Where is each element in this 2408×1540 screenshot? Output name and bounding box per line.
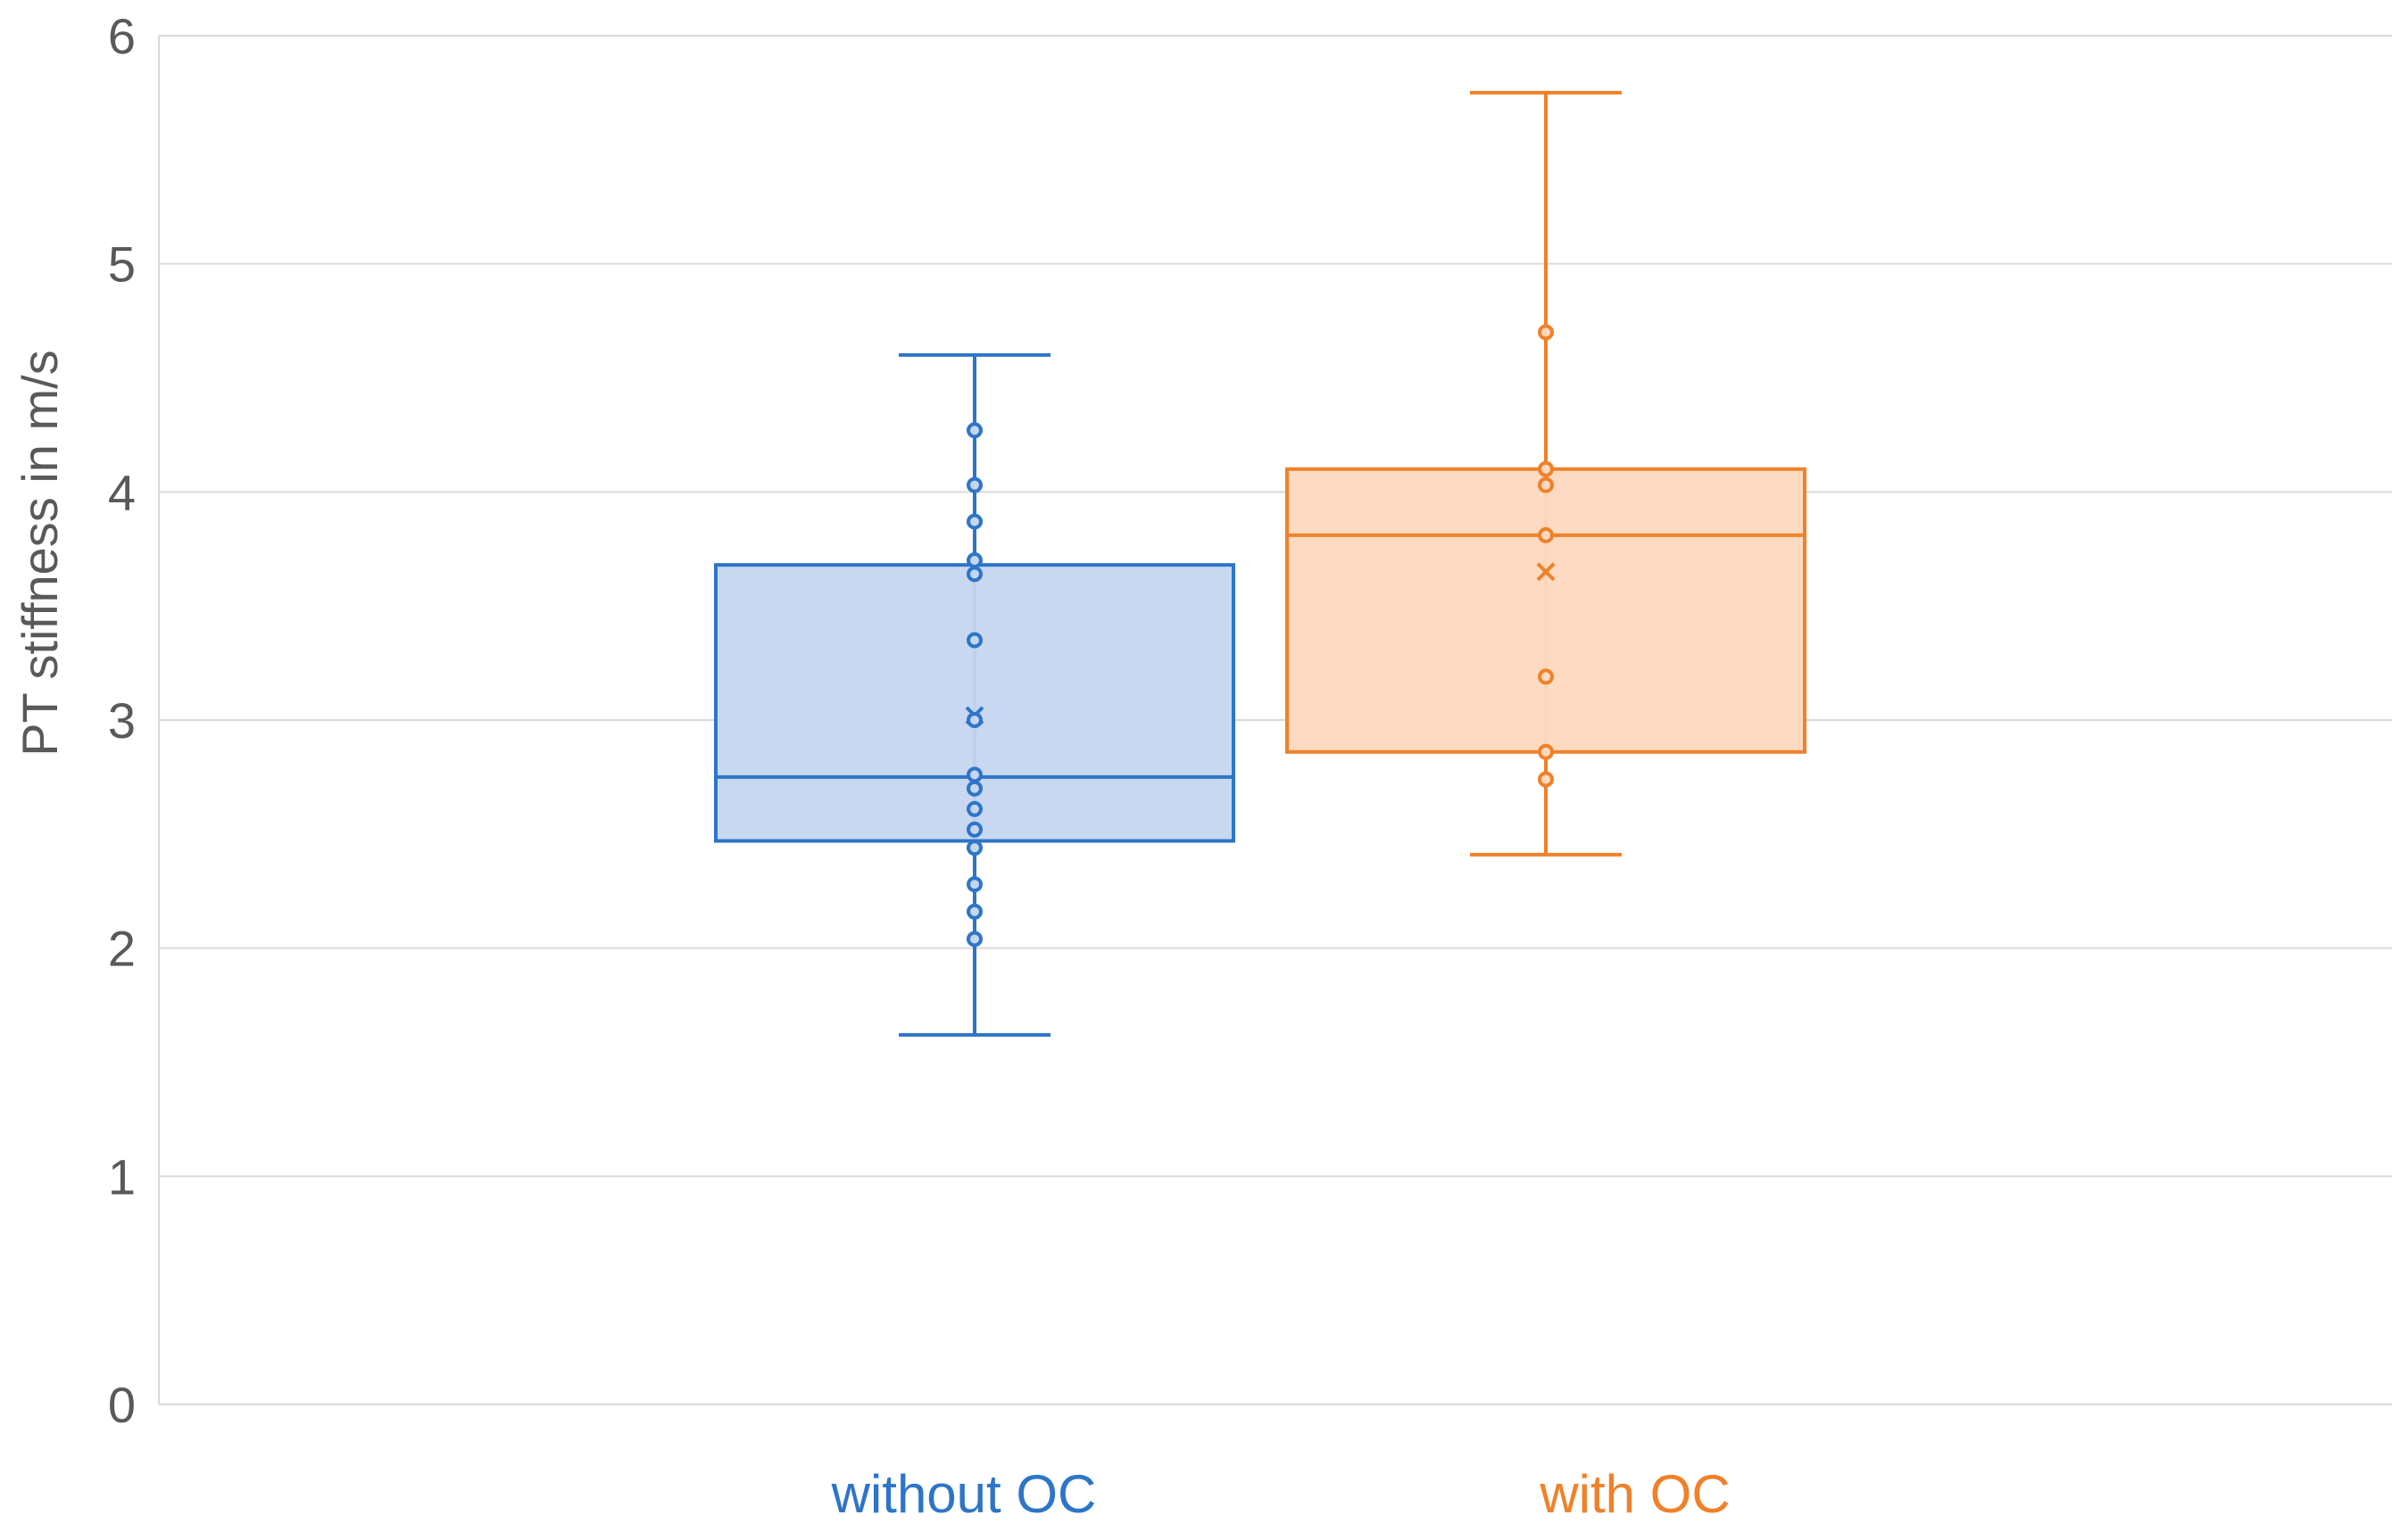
data-point [967, 780, 983, 797]
y-tick-label: 0 [108, 1377, 136, 1433]
data-point [967, 766, 983, 783]
mean-marker [1536, 562, 1556, 582]
data-point [967, 712, 983, 728]
y-tick-label: 2 [108, 921, 136, 977]
data-point [967, 476, 983, 493]
x-category-label: without OC [831, 1464, 1097, 1524]
box-group-1 [714, 352, 1235, 1037]
x-category-label: with OC [1539, 1464, 1730, 1524]
data-point [1538, 771, 1554, 788]
iqr-box [714, 563, 1235, 843]
data-point [967, 821, 983, 838]
gridlines [159, 35, 2392, 1178]
data-point [967, 876, 983, 893]
axes: 0 1 2 3 4 5 6 without OC with OC [108, 8, 2392, 1524]
iqr-box [1285, 467, 1806, 754]
data-point [1538, 526, 1554, 543]
data-point [967, 632, 983, 649]
data-point [967, 903, 983, 920]
data-point [967, 800, 983, 817]
data-point [967, 552, 983, 569]
box-group-2 [1285, 90, 1806, 857]
boxes [714, 90, 1806, 1037]
data-point [967, 931, 983, 948]
data-point [967, 422, 983, 439]
data-point [967, 566, 983, 583]
y-tick-label: 4 [108, 464, 136, 520]
y-tick-label: 6 [108, 8, 136, 64]
data-point [1538, 668, 1554, 685]
y-tick-label: 5 [108, 236, 136, 293]
data-point [967, 840, 983, 857]
data-point [1538, 460, 1554, 477]
y-axis-title: PT stiffness in m/s [12, 350, 68, 756]
data-point [1538, 743, 1554, 760]
y-tick-label: 3 [108, 692, 136, 749]
data-point [1538, 324, 1554, 341]
data-point [967, 513, 983, 530]
data-point [1538, 476, 1554, 493]
y-tick-label: 1 [108, 1148, 136, 1205]
